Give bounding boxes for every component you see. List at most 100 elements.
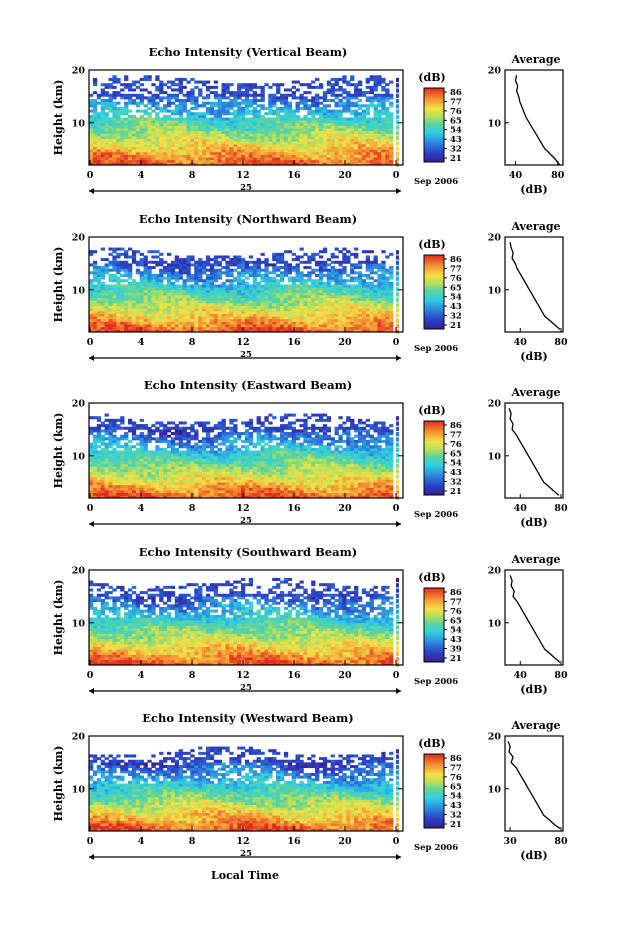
y-tick-label: 10 [72, 118, 86, 129]
heatmap-cell [221, 297, 226, 301]
edge-strip-cell [396, 83, 399, 88]
heatmap-cell [221, 109, 226, 113]
heatmap-cell [229, 157, 234, 161]
heatmap-cell [205, 310, 211, 314]
heatmap-cell [166, 101, 172, 105]
heatmap-cell [229, 310, 234, 314]
heatmap-cell [143, 292, 148, 296]
heatmap-cell [225, 476, 230, 480]
heatmap-cell [166, 289, 172, 293]
heatmap-cell [225, 279, 230, 283]
heatmap-cell [143, 287, 148, 291]
heatmap-cell [244, 151, 250, 155]
heatmap-cell [365, 122, 371, 126]
edge-strip-cell [396, 151, 399, 157]
heatmap-cell [104, 310, 109, 314]
heatmap-cell [318, 128, 324, 132]
heatmap-cell [307, 479, 312, 483]
heatmap-cell [326, 91, 332, 95]
heatmap-cell [377, 482, 382, 486]
heatmap-cell [330, 305, 335, 309]
heatmap-cell [299, 128, 304, 132]
heatmap-cell [221, 292, 226, 296]
heatmap-cell [291, 154, 296, 158]
heatmap-cell [381, 292, 386, 296]
heatmap-cell [89, 326, 94, 330]
heatmap-cell [283, 297, 289, 301]
heatmap-cell [315, 104, 320, 108]
heatmap-cell [264, 149, 269, 153]
heatmap-cell [342, 88, 347, 92]
heatmap-cell [198, 151, 203, 155]
heatmap-cell [264, 287, 269, 291]
heatmap-cell [198, 300, 203, 304]
heatmap-cell [190, 302, 195, 307]
heatmap-cell [268, 318, 273, 322]
heatmap-cell [350, 146, 355, 150]
heatmap-cell [92, 120, 98, 124]
heatmap-cell [182, 318, 187, 322]
heatmap-cell [272, 252, 277, 256]
heatmap-cell [124, 135, 129, 140]
heatmap-cell [241, 114, 246, 118]
heatmap-cell [264, 263, 269, 267]
heatmap-cell [112, 321, 117, 325]
heatmap-cell [241, 316, 246, 320]
heatmap-cell [127, 146, 133, 150]
heatmap-cell [276, 482, 281, 486]
heatmap-cell [225, 154, 230, 158]
heatmap-cell [104, 266, 109, 270]
heatmap-cell [369, 266, 374, 270]
heatmap-cell [264, 83, 269, 87]
heatmap-cell [264, 490, 269, 494]
heatmap-cell [127, 133, 133, 137]
heatmap-cell [120, 141, 125, 145]
heatmap-cell [104, 324, 109, 328]
heatmap-cell [100, 326, 105, 330]
heatmap-cell [373, 297, 378, 301]
heatmap-cell [377, 154, 382, 158]
heatmap-cell [124, 77, 129, 81]
heatmap-cell [229, 93, 234, 97]
heatmap-cell [330, 85, 335, 89]
heatmap-cell [248, 308, 254, 312]
heatmap-cell [357, 318, 363, 322]
heatmap-cell [96, 487, 102, 491]
heatmap-cell [279, 141, 285, 145]
heatmap-cell [213, 122, 219, 126]
heatmap-cell [354, 114, 359, 118]
heatmap-cell [338, 154, 343, 158]
heatmap-cell [237, 484, 242, 488]
heatmap-cell [241, 83, 246, 87]
heatmap-cell [120, 305, 125, 309]
heatmap-cell [272, 302, 277, 307]
heatmap-cell [112, 117, 117, 121]
heatmap-cell [100, 138, 105, 142]
heatmap-cell [194, 305, 199, 309]
heatmap-cell [89, 487, 94, 491]
heatmap-cell [377, 479, 382, 483]
heatmap-cell [307, 329, 312, 333]
heatmap-cell [147, 273, 152, 277]
heatmap-cell [256, 266, 261, 270]
heatmap-cell [357, 266, 363, 270]
heatmap-cell [326, 120, 332, 124]
heatmap-cell [381, 109, 386, 113]
heatmap-cell [256, 289, 261, 293]
heatmap-cell [116, 133, 121, 137]
heatmap-cell [291, 114, 296, 118]
heatmap-cell [291, 487, 296, 491]
heatmap-cell [315, 101, 320, 105]
heatmap-cell [213, 258, 219, 262]
heatmap-cell [112, 289, 117, 293]
heatmap-cell [131, 321, 137, 325]
heatmap-cell [147, 120, 152, 124]
heatmap-cell [166, 143, 172, 147]
heatmap-cell [315, 487, 320, 491]
heatmap-cell [127, 474, 133, 478]
heatmap-cell [108, 305, 113, 309]
heatmap-cell [174, 329, 180, 333]
heatmap-cell [381, 104, 386, 108]
heatmap-cell [244, 109, 250, 113]
heatmap-cell [202, 260, 207, 264]
